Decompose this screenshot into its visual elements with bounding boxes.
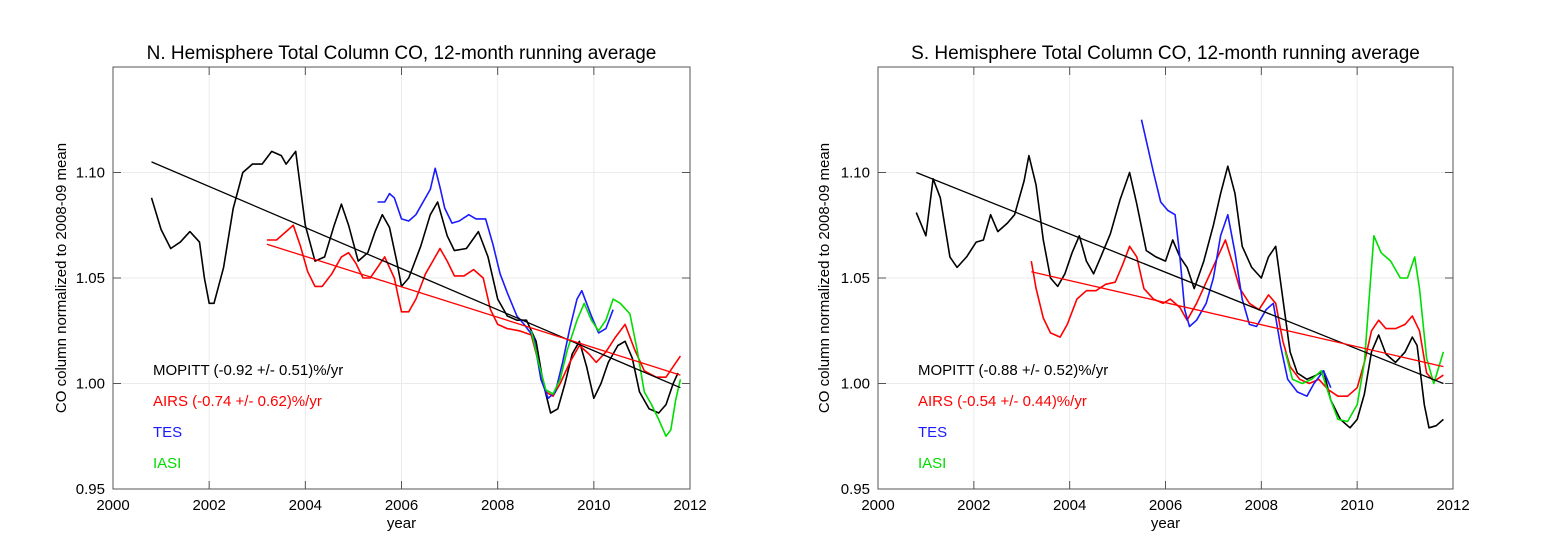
sh-series-mopitt (915, 154, 1444, 429)
sh-x-tick-label: 2004 (1053, 497, 1086, 514)
sh-y-tick-label: 1.10 (841, 165, 870, 182)
sh-y-tick-label: 1.05 (841, 270, 870, 287)
sh-legend-entry-tes: TES (918, 424, 947, 441)
sh-y-tick-label: 0.95 (841, 481, 870, 498)
nh-x-tick-label: 2000 (96, 497, 129, 514)
sh-x-tick-label: 2000 (861, 497, 894, 514)
sh-x-axis-label: year (1151, 515, 1180, 532)
sh-series-airs (1030, 239, 1444, 397)
sh-y-axis-label: CO column normalized to 2008-09 mean (816, 143, 833, 413)
nh-series-airs (266, 224, 682, 397)
nh-legend-entry-airs: AIRS (-0.74 +/- 0.62)%/yr (153, 393, 322, 410)
nh-x-axis-label: year (387, 515, 416, 532)
sh-series-trend-black (916, 171, 1444, 385)
nh-y-tick-label: 1.10 (76, 165, 105, 182)
nh-legend-entry-iasi: IASI (153, 455, 181, 472)
nh-series-trend-black (151, 161, 681, 389)
nh-y-tick-label: 1.00 (76, 376, 105, 393)
sh-chart-title: S. Hemisphere Total Column CO, 12-month … (911, 43, 1420, 64)
nh-x-tick-label: 2012 (673, 497, 706, 514)
nh-series-trend-red (266, 243, 681, 376)
sh-legend-entry-iasi: IASI (918, 455, 946, 472)
nh-x-tick-label: 2006 (385, 497, 418, 514)
nh-y-tick-label: 0.95 (76, 481, 105, 498)
nh-legend-entry-tes: TES (153, 424, 182, 441)
sh-x-tick-label: 2008 (1245, 497, 1278, 514)
sh-x-tick-label: 2002 (957, 497, 990, 514)
nh-series-iasi (530, 298, 682, 437)
nh-legend-entry-mopitt: MOPITT (-0.92 +/- 0.51)%/yr (153, 362, 343, 379)
sh-legend-entry-airs: AIRS (-0.54 +/- 0.44)%/yr (918, 393, 1087, 410)
nh-series-mopitt (150, 150, 679, 414)
nh-x-tick-label: 2004 (289, 497, 322, 514)
nh-x-tick-label: 2008 (481, 497, 514, 514)
sh-y-tick-label: 1.00 (841, 376, 870, 393)
sh-x-tick-label: 2010 (1340, 497, 1373, 514)
sh-series-tes (1140, 119, 1332, 397)
nh-y-tick-label: 1.05 (76, 270, 105, 287)
nh-x-tick-label: 2002 (192, 497, 225, 514)
nh-y-axis-label: CO column normalized to 2008-09 mean (53, 143, 70, 413)
nh-chart-title: N. Hemisphere Total Column CO, 12-month … (147, 43, 657, 64)
sh-chart: 2000 2002 2004 2006 2008 2010 2012 0.95 1.00 1.05… (816, 43, 1470, 532)
nh-series-tes (377, 167, 614, 400)
sh-series-iasi (1284, 235, 1445, 423)
sh-x-tick-label: 2012 (1436, 497, 1469, 514)
nh-x-tick-label: 2010 (577, 497, 610, 514)
sh-series-trend-red (1031, 271, 1444, 368)
sh-x-tick-label: 2006 (1149, 497, 1182, 514)
sh-legend-entry-mopitt: MOPITT (-0.88 +/- 0.52)%/yr (918, 362, 1108, 379)
nh-chart: 2000 2002 2004 2006 2008 2010 2012 0.95 1.00 1.05… (53, 43, 707, 532)
